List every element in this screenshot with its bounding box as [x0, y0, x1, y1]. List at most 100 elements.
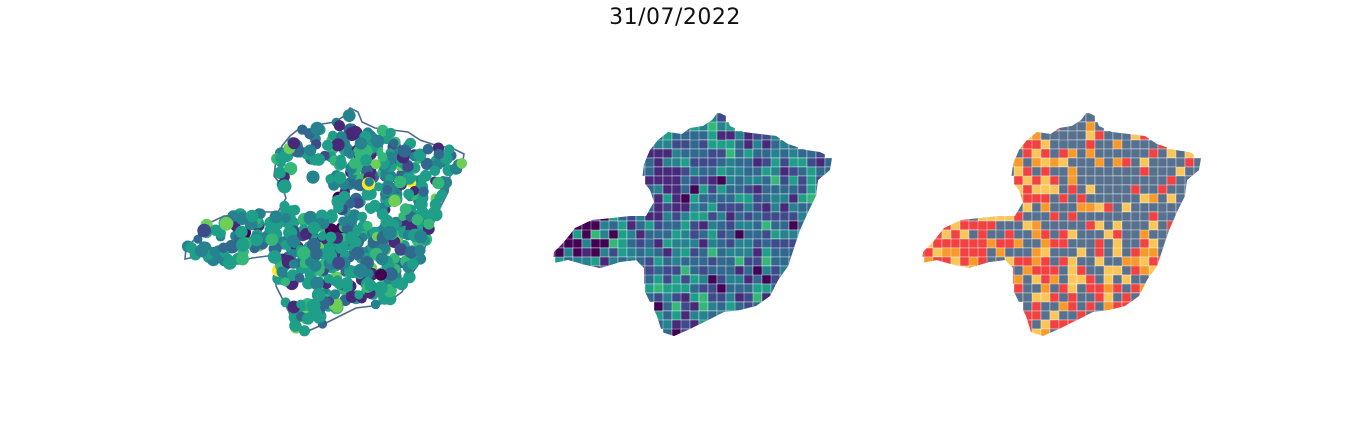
municipality-area: [662, 265, 673, 276]
municipality-area: [626, 211, 637, 222]
municipality-area: [1067, 148, 1078, 159]
municipality-area: [1139, 238, 1150, 249]
municipality-area: [1112, 283, 1123, 294]
municipality-point: [281, 277, 290, 287]
municipality-point: [361, 187, 375, 201]
municipality-area: [725, 166, 736, 177]
municipality-area: [1166, 157, 1177, 168]
municipality-area: [653, 157, 664, 168]
municipality-area: [725, 211, 736, 222]
municipality-area: [1112, 292, 1123, 303]
municipality-area: [959, 238, 970, 249]
municipality-point: [219, 216, 234, 231]
municipality-area: [761, 193, 772, 204]
municipality-area: [734, 301, 745, 321]
municipality-area: [635, 247, 646, 258]
municipality-area: [743, 220, 754, 231]
municipality-point: [245, 209, 259, 223]
municipality-area: [1130, 157, 1141, 168]
municipality-area: [563, 247, 574, 258]
municipality-area: [995, 229, 1006, 240]
municipality-area: [1085, 274, 1096, 285]
municipality-area: [950, 247, 961, 258]
municipality-point: [335, 157, 347, 170]
municipality-area: [1085, 175, 1096, 186]
municipality-area: [1112, 139, 1123, 150]
municipality-area: [680, 139, 691, 150]
municipality-area: [689, 310, 700, 321]
municipality-area: [1022, 130, 1033, 141]
municipality-area: [743, 175, 754, 186]
municipality-area: [1022, 229, 1033, 240]
municipality-area: [1013, 148, 1024, 159]
municipality-area: [788, 229, 799, 240]
municipality-area: [1121, 247, 1132, 258]
municipality-area: [1040, 202, 1051, 213]
municipality-area: [923, 238, 934, 249]
municipality-area: [725, 247, 736, 258]
municipality-area: [797, 166, 808, 177]
municipality-area: [1094, 202, 1105, 213]
municipality-area: [644, 202, 655, 213]
municipality-area: [662, 274, 673, 285]
municipality-fills: [553, 112, 832, 336]
municipality-area: [734, 184, 745, 195]
municipality-area: [1013, 220, 1024, 231]
municipality-area: [1049, 265, 1060, 276]
municipality-area: [1076, 292, 1087, 303]
municipality-area: [1076, 148, 1087, 159]
municipality-area: [1076, 184, 1087, 195]
municipality-area: [617, 247, 628, 258]
municipality-area: [725, 184, 736, 195]
municipality-area: [797, 184, 808, 195]
municipality-area: [725, 175, 736, 186]
municipality-area: [707, 130, 718, 141]
municipality-area: [1031, 184, 1042, 195]
municipality-area: [1121, 157, 1132, 168]
municipality-area: [1139, 229, 1150, 240]
municipality-point: [395, 277, 409, 291]
municipality-area: [644, 175, 655, 186]
municipality-area: [680, 211, 691, 222]
municipality-area: [968, 238, 979, 249]
municipality-area: [698, 148, 709, 159]
municipality-area: [1085, 130, 1096, 141]
municipality-area: [599, 229, 610, 240]
municipality-point: [303, 210, 318, 225]
municipality-area: [689, 166, 700, 177]
municipality-area: [1049, 139, 1060, 150]
municipality-area: [1094, 310, 1114, 321]
municipality-point: [423, 218, 435, 230]
municipality-area: [725, 139, 736, 150]
municipality-point: [352, 224, 363, 235]
municipality-area: [680, 220, 691, 231]
municipality-area: [779, 274, 790, 285]
municipality-area: [1067, 157, 1078, 168]
municipality-area: [1076, 301, 1087, 312]
municipality-area: [716, 283, 727, 294]
municipality-area: [806, 202, 817, 222]
municipality-area: [1067, 265, 1078, 276]
municipality-point: [380, 214, 394, 228]
municipality-area: [1031, 328, 1042, 336]
municipality-area: [1049, 238, 1060, 249]
municipality-point: [288, 259, 299, 269]
municipality-area: [752, 274, 763, 285]
municipality-area: [599, 265, 619, 285]
municipality-area: [1013, 274, 1024, 285]
municipality-area: [932, 229, 943, 240]
municipality-area: [1085, 292, 1096, 303]
municipality-area: [617, 220, 628, 231]
municipality-area: [1058, 319, 1069, 336]
municipality-area: [1076, 157, 1087, 168]
municipality-point: [429, 198, 442, 211]
municipality-area: [1148, 256, 1159, 267]
municipality-point: [388, 194, 401, 208]
municipality-point: [333, 171, 347, 185]
municipality-area: [1103, 148, 1114, 159]
municipality-point: [433, 149, 444, 160]
municipality-area: [1175, 211, 1186, 231]
municipality-area: [572, 238, 583, 249]
municipality-area: [653, 166, 664, 177]
municipality-area: [752, 229, 763, 240]
